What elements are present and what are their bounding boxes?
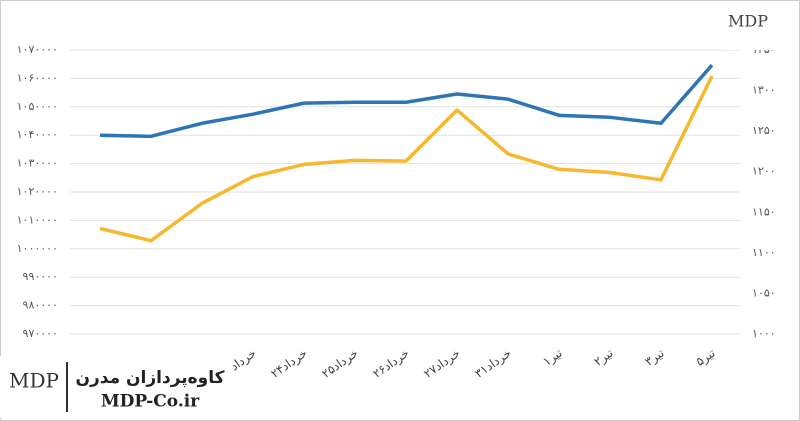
y2-tick-label: ۱۲۵۰: [752, 124, 776, 137]
y-tick-label: ۱۰۰۰۰۰۰: [17, 242, 58, 255]
y-tick-label: ۱۰۲۰۰۰۰: [17, 185, 58, 198]
logo-name: کاوه‌پردازان مدرن: [75, 368, 224, 388]
y2-tick-label: ۱۰۰۰: [752, 327, 776, 340]
y2-tick-label: ۱۱۵۰: [752, 205, 776, 218]
logo-top: MDP: [722, 4, 774, 50]
y-tick-label: ۱۰۳۰۰۰۰: [17, 157, 58, 170]
logo-bottom: MDP کاوه‌پردازان مدرن MDP-Co.ir: [0, 356, 232, 418]
y2-tick-label: ۱۳۰۰: [752, 84, 776, 97]
y-tick-label: ۱۰۶۰۰۰۰: [17, 71, 58, 84]
series-line: [99, 75, 714, 243]
y2-tick-label: ۱۲۰۰: [752, 165, 776, 178]
y-tick-label: ۹۷۰۰۰۰: [23, 327, 58, 340]
y-tick-label: ۹۸۰۰۰۰: [23, 299, 58, 312]
logo-top-mark: MDP: [728, 12, 768, 31]
logo-mark: MDP: [9, 369, 59, 393]
logo-bg: [0, 356, 232, 418]
series-line: [99, 63, 714, 139]
logo-url: MDP-Co.ir: [101, 392, 200, 412]
y-tick-label: ۱۰۵۰۰۰۰: [17, 100, 58, 113]
y-tick-label: ۹۹۰۰۰۰: [23, 270, 58, 283]
y-tick-label: ۱۰۴۰۰۰۰: [17, 128, 58, 141]
y2-tick-label: ۱۱۰۰: [752, 246, 776, 259]
y-tick-label: ۱۰۷۰۰۰۰: [17, 43, 58, 56]
logo-top-bg: [722, 4, 774, 50]
y2-tick-label: ۱۰۵۰: [752, 286, 776, 299]
logo-divider: [66, 362, 68, 412]
y-tick-label: ۱۰۱۰۰۰۰: [17, 213, 58, 226]
